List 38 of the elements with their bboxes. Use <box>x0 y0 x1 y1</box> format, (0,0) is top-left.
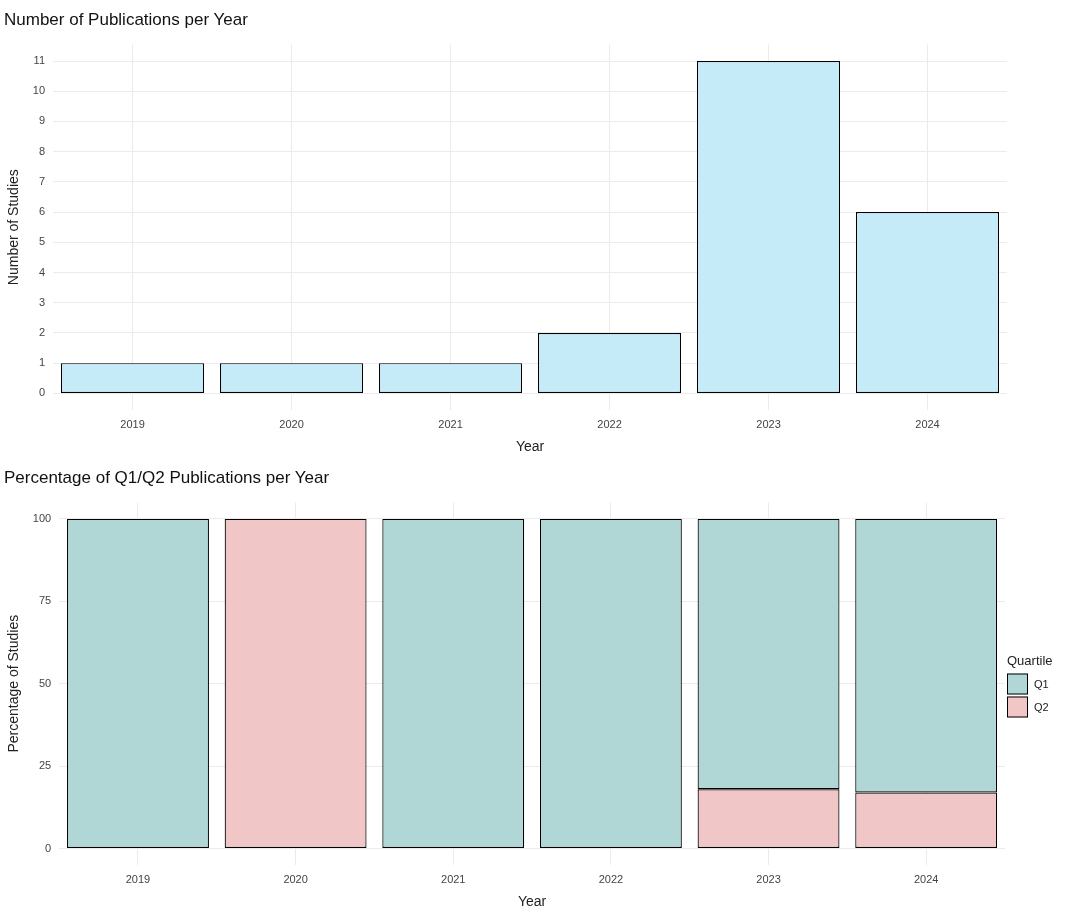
chart-title: Number of Publications per Year <box>4 9 249 29</box>
x-axis-title: Year <box>515 438 545 455</box>
y-tick-label: 3 <box>38 295 46 308</box>
y-tick-label: 25 <box>38 759 52 772</box>
y-tick-label: 0 <box>38 386 46 399</box>
x-tick-label: 2023 <box>756 417 781 430</box>
x-tick-label: 2024 <box>913 872 939 885</box>
x-axis-title: Year <box>517 893 547 910</box>
y-axis-title: Percentage of Studies <box>5 614 22 753</box>
text: Q1 <box>1034 677 1049 690</box>
y-tick-label: 10 <box>32 84 46 97</box>
y-tick-label: 4 <box>38 265 46 278</box>
x-tick-label: 2019 <box>120 417 145 430</box>
chart-title: Percentage of Q1/Q2 Publications per Year <box>4 467 330 487</box>
x-tick-label: 2024 <box>915 417 940 430</box>
legend-title: Quartile <box>1007 652 1054 667</box>
y-tick-label: 0 <box>45 841 52 854</box>
y-tick-label: 75 <box>38 594 52 607</box>
y-tick-label: 100 <box>32 511 52 524</box>
y-tick-label: 2 <box>38 325 46 338</box>
y-tick-label: 1 <box>38 356 46 369</box>
x-tick-label: 2021 <box>441 872 466 885</box>
x-tick-label: 2022 <box>597 417 622 430</box>
x-tick-label: 2022 <box>598 872 624 885</box>
y-tick-label: 9 <box>38 114 46 127</box>
x-tick-label: 2021 <box>438 417 463 430</box>
y-tick-label: 8 <box>38 144 46 157</box>
y-axis-title: Number of Studies <box>5 169 22 286</box>
y-tick-label: 5 <box>38 235 46 248</box>
y-tick-label: 50 <box>38 676 52 689</box>
x-tick-label: 2020 <box>283 872 308 885</box>
y-tick-label: 6 <box>38 205 46 218</box>
x-tick-label: 2019 <box>125 872 151 885</box>
y-tick-label: 11 <box>33 54 46 67</box>
legend-label: Q2 <box>1034 700 1049 713</box>
x-tick-label: 2020 <box>279 417 304 430</box>
x-tick-label: 2023 <box>756 872 781 885</box>
y-tick-label: 7 <box>38 174 46 187</box>
